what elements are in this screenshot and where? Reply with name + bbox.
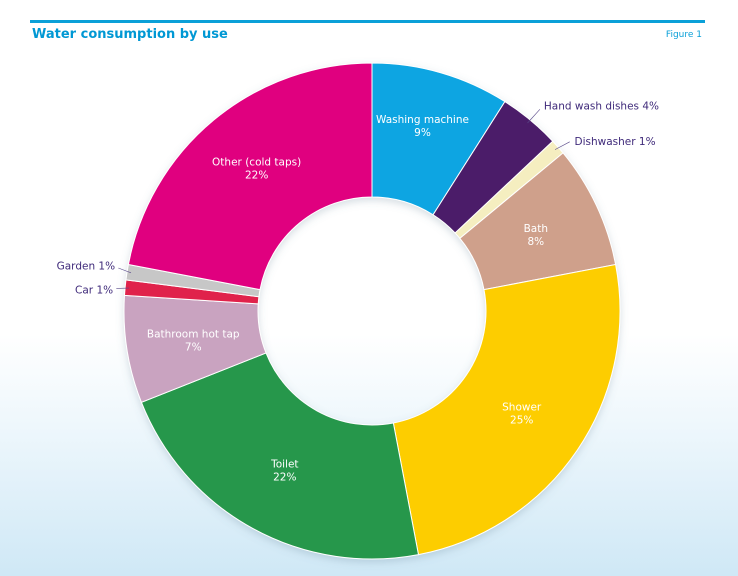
label-value-toilet: 22%	[273, 472, 296, 484]
label-name-shower: Shower	[502, 402, 542, 414]
label-value-bath: 8%	[527, 236, 544, 248]
slice-shower	[392, 263, 621, 556]
label-name-bath: Bath	[524, 223, 548, 235]
label-dishwasher: Dishwasher 1%	[575, 136, 656, 148]
chart-title: Water consumption by use	[32, 27, 228, 42]
label-bath: Bath 8%	[524, 223, 548, 248]
slice-toilet	[140, 352, 420, 560]
label-value-shower: 25%	[510, 415, 533, 427]
label-car: Car 1%	[75, 284, 113, 296]
label-name-washing-machine: Washing machine	[376, 114, 469, 126]
label-value-washing-machine: 9%	[414, 127, 431, 139]
slice-labels: Washing machine 9% Hand wash dishes 4% Dish…	[57, 100, 659, 483]
label-other-cold-taps: Other (cold taps) 22%	[212, 157, 301, 182]
label-name-bathroom-hot-tap: Bathroom hot tap	[147, 328, 240, 340]
label-hand-wash-dishes: Hand wash dishes 4%	[544, 100, 659, 112]
label-shower: Shower 25%	[502, 402, 542, 427]
label-toilet: Toilet 22%	[270, 459, 298, 484]
leader-line-garden	[118, 267, 132, 274]
leader-line-hand-wash-dishes	[527, 109, 541, 124]
leader-line-dishwasher	[554, 141, 570, 150]
label-garden: Garden 1%	[57, 261, 116, 273]
top-rule	[30, 20, 705, 23]
label-value-bathroom-hot-tap: 7%	[185, 341, 202, 353]
slice-other-cold-taps	[127, 62, 373, 291]
donut-slices	[123, 62, 621, 560]
label-washing-machine: Washing machine 9%	[376, 114, 469, 139]
figure-label: Figure 1	[665, 30, 702, 40]
label-value-other-cold-taps: 22%	[245, 170, 268, 182]
label-bathroom-hot-tap: Bathroom hot tap 7%	[147, 328, 240, 353]
label-name-other-cold-taps: Other (cold taps)	[212, 157, 301, 169]
label-name-toilet: Toilet	[270, 459, 298, 471]
